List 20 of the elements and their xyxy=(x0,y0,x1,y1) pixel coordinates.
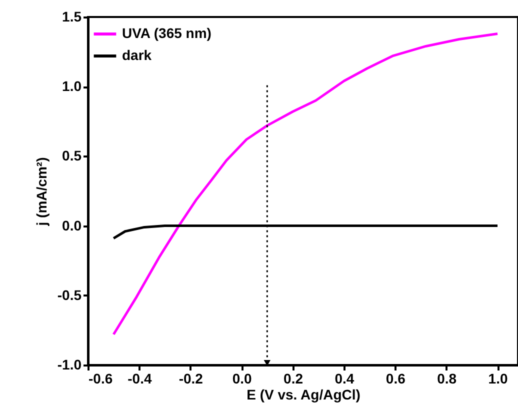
y-tick-label: 0.5 xyxy=(62,148,82,164)
x-tick-label: 0.4 xyxy=(334,370,354,386)
x-tick-label: 0.0 xyxy=(232,370,252,386)
y-tick-label: -0.5 xyxy=(57,286,82,303)
y-axis-title: j (mA/cm²) xyxy=(33,157,50,227)
x-tick-label: 0.2 xyxy=(284,370,304,386)
legend-label: UVA (365 nm) xyxy=(122,25,212,41)
y-tick-label: 0.0 xyxy=(62,217,82,234)
x-axis-title: E (V vs. Ag/AgCl) xyxy=(246,386,360,402)
line-series xyxy=(112,224,499,240)
x-tick-label: -0.4 xyxy=(128,370,152,386)
x-tick-label: 1.0 xyxy=(488,370,508,386)
y-tick-label: 1.0 xyxy=(62,78,82,94)
x-tick-label: -0.2 xyxy=(178,370,204,386)
y-tick-label: 1.5 xyxy=(62,8,82,24)
y-tick-label: -1.0 xyxy=(57,356,82,372)
x-tick-label: 0.6 xyxy=(386,370,406,386)
legend-label: dark xyxy=(122,47,152,63)
x-tick-label: 0.8 xyxy=(437,370,457,386)
x-tick-label: -0.6 xyxy=(88,370,113,386)
